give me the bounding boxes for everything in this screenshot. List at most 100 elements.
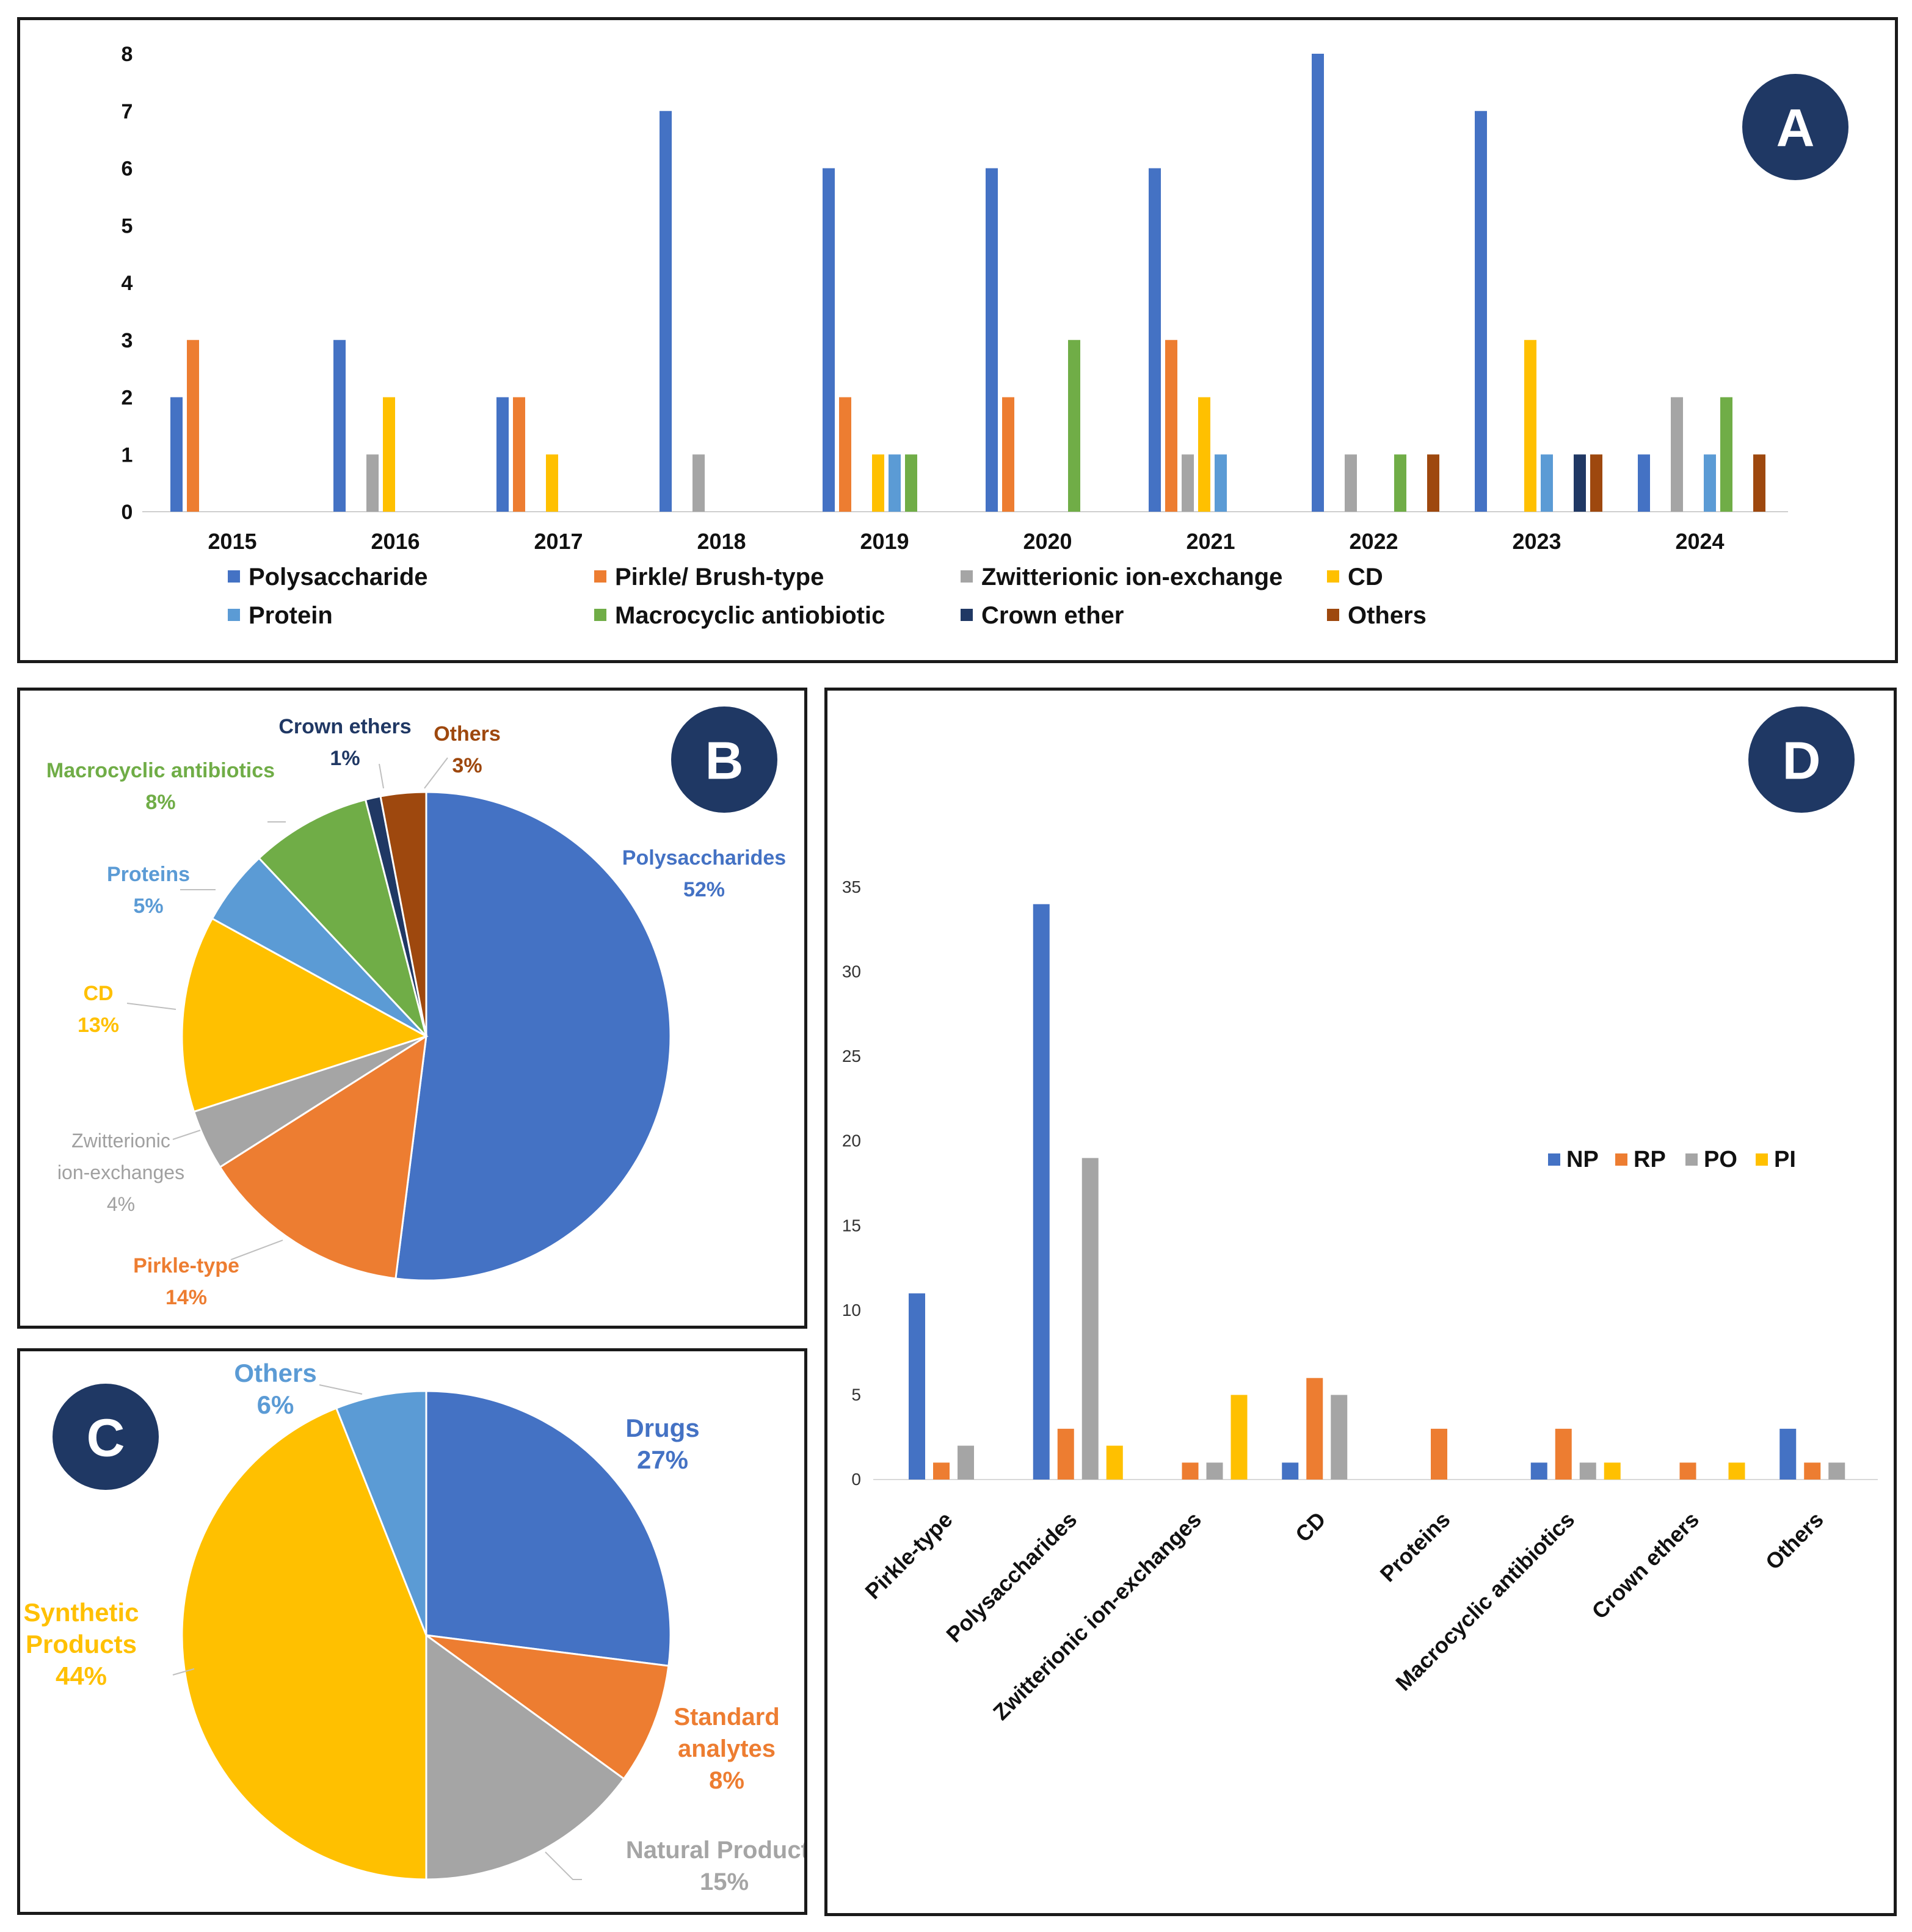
a-bar-zwitterionic-ion-exchange-2021 — [1182, 454, 1194, 512]
a-bar-cd-2016 — [383, 397, 395, 512]
a-bar-polysaccharide-2023 — [1475, 111, 1487, 512]
b-leader-others — [424, 757, 448, 789]
c-label-standard-analytes-0: Standard — [674, 1704, 779, 1730]
d-y-tick-label: 25 — [842, 1047, 861, 1066]
a-bar-others-2024 — [1753, 454, 1765, 512]
d-bar-np-others — [1779, 1428, 1797, 1480]
b-leader-cd — [126, 1003, 176, 1010]
d-y-tick-label: 15 — [842, 1216, 861, 1235]
b-label-others-0: Others — [434, 722, 501, 746]
a-legend-label-others: Others — [1348, 602, 1427, 629]
a-bar-protein-2019 — [889, 454, 901, 512]
a-bar-macrocyclic-antiobiotic-2022 — [1394, 454, 1406, 512]
chart-d-svg: 0 5 10 15 20 25 30 35 Pirkle-typePolysaccharides… — [842, 706, 1878, 1725]
a-bar-macrocyclic-antiobiotic-2020 — [1068, 340, 1080, 512]
b-label-zwitterionic-ion-exchanges-0: Zwitterionic — [71, 1130, 170, 1152]
a-legend-label-protein: Protein — [249, 602, 333, 629]
d-bar-po-cd — [1331, 1395, 1348, 1480]
a-legend-swatch-macrocyclic-antiobiotic — [594, 609, 606, 621]
d-y-tick-label: 35 — [842, 877, 861, 896]
a-y-tick-label: 5 — [122, 214, 133, 238]
a-bar-polysaccharide-2015 — [170, 397, 183, 512]
d-legend-label-rp: RP — [1634, 1147, 1666, 1172]
b-leader-zwitterionic-ion-exchanges — [172, 1130, 201, 1140]
panel-d-bar-chart-modes: 0 5 10 15 20 25 30 35 Pirkle-type Polysaccharides… — [824, 688, 1897, 1916]
a-bar-macrocyclic-antiobiotic-2024 — [1720, 397, 1732, 512]
b-label-proteins-0: Proteins — [107, 863, 190, 886]
d-legend-label-pi: PI — [1774, 1147, 1796, 1172]
b-badge-circle — [671, 706, 777, 813]
chart-b-svg: Polysaccharides 52% Pirkle-type 14% Zwitteri… — [46, 706, 786, 1309]
b-leader-crown-ethers — [379, 763, 384, 789]
c-label-synthetic-products-0: Synthetic — [23, 1598, 139, 1627]
a-bar-protein-2023 — [1541, 454, 1553, 512]
d-x-tick-label-cd: CD — [1290, 1507, 1331, 1547]
b-label-crown-ethers-0: Crown ethers — [278, 715, 411, 738]
d-bar-po-others — [1828, 1462, 1845, 1480]
a-x-tick-label: 2024 — [1675, 529, 1724, 554]
a-legend-swatch-protein — [228, 609, 240, 621]
a-bar-pirkle-brush-type-2019 — [839, 397, 851, 512]
a-bar-polysaccharide-2021 — [1149, 168, 1161, 512]
a-bar-zwitterionic-ion-exchange-2022 — [1345, 454, 1357, 512]
a-x-tick-label: 2016 — [371, 529, 420, 554]
a-bar-protein-2021 — [1215, 454, 1227, 512]
b-label-pirkle-type-0: Pirkle-type — [133, 1254, 239, 1277]
d-x-tick-label-others: Others — [1761, 1507, 1828, 1575]
b-label-zwitterionic-ion-exchanges-2: 4% — [107, 1193, 135, 1215]
a-legend-swatch-pirkle-brush-type — [594, 570, 606, 583]
a-y-tick-label: 3 — [122, 329, 133, 352]
d-bar-po-macrocyclic-antibiotics — [1579, 1462, 1596, 1480]
a-legend-swatch-others — [1327, 609, 1339, 621]
a-bar-cd-2017 — [546, 454, 558, 512]
c-label-natural-products-1: 15% — [700, 1868, 749, 1895]
d-bar-np-polysaccharides — [1033, 904, 1050, 1480]
a-legend-swatch-crown-ether — [961, 609, 973, 621]
a-bar-polysaccharide-2022 — [1312, 54, 1324, 512]
d-bar-rp-proteins — [1431, 1428, 1447, 1480]
b-label-macrocyclic-antibiotics-0: Macrocyclic antibiotics — [46, 759, 275, 782]
d-bar-rp-cd — [1306, 1378, 1323, 1480]
a-bar-polysaccharide-2017 — [496, 397, 509, 512]
b-label-others-1: 3% — [452, 754, 482, 777]
d-bar-po-zwitterionic-ion-exchanges — [1206, 1462, 1223, 1480]
c-label-synthetic-products-1: Products — [26, 1630, 137, 1658]
a-x-tick-label: 2015 — [208, 529, 256, 554]
d-legend-label-po: PO — [1704, 1147, 1737, 1172]
d-legend-swatch-np — [1548, 1153, 1560, 1166]
b-label-cd-1: 13% — [78, 1014, 119, 1037]
d-legend-label-np: NP — [1566, 1147, 1599, 1172]
b-label-zwitterionic-ion-exchanges-1: ion-exchanges — [57, 1161, 184, 1183]
c-slice-natural-products — [425, 1633, 625, 1881]
b-label-polysaccharides-1: 52% — [683, 878, 725, 901]
a-bar-pirkle-brush-type-2017 — [513, 397, 525, 512]
d-bar-pi-polysaccharides — [1106, 1445, 1123, 1480]
b-slice-pirkle-type — [219, 1034, 427, 1280]
c-label-natural-products-0: Natural Products — [626, 1837, 804, 1864]
a-badge-letter: A — [1776, 98, 1815, 158]
a-bar-crown-ether-2023 — [1574, 454, 1586, 512]
b-slice-macrocyclic-antibiotics — [258, 798, 427, 1037]
b-badge-letter: B — [705, 731, 744, 790]
d-bar-np-cd — [1282, 1462, 1299, 1480]
a-bar-polysaccharide-2018 — [660, 111, 672, 512]
panel-b-pie-chart-selector-types: Polysaccharides 52% Pirkle-type 14% Zwitteri… — [17, 688, 807, 1329]
c-label-synthetic-products-2: 44% — [56, 1661, 107, 1690]
d-badge-circle — [1748, 706, 1855, 813]
a-x-tick-label: 2022 — [1349, 529, 1398, 554]
a-badge-circle — [1742, 74, 1848, 180]
c-label-drugs-1: 27% — [637, 1445, 688, 1474]
d-bar-pi-zwitterionic-ion-exchanges — [1230, 1395, 1248, 1480]
d-x-tick-label-pirkle-type: Pirkle-type — [860, 1507, 957, 1604]
b-leader-pirkle-type — [230, 1240, 283, 1260]
a-bar-polysaccharide-2019 — [823, 168, 835, 512]
c-label-standard-analytes-2: 8% — [709, 1767, 744, 1794]
a-y-tick-label: 7 — [122, 100, 133, 123]
a-legend-swatch-cd — [1327, 570, 1339, 583]
a-legend-label-macrocyclic-antiobiotic: Macrocyclic antiobiotic — [615, 602, 885, 629]
d-bar-rp-zwitterionic-ion-exchanges — [1182, 1462, 1199, 1480]
d-legend-swatch-po — [1685, 1153, 1698, 1166]
a-legend-label-polysaccharide: Polysaccharide — [249, 564, 428, 590]
d-y-tick-label: 30 — [842, 962, 861, 981]
c-slice-drugs — [425, 1390, 672, 1667]
